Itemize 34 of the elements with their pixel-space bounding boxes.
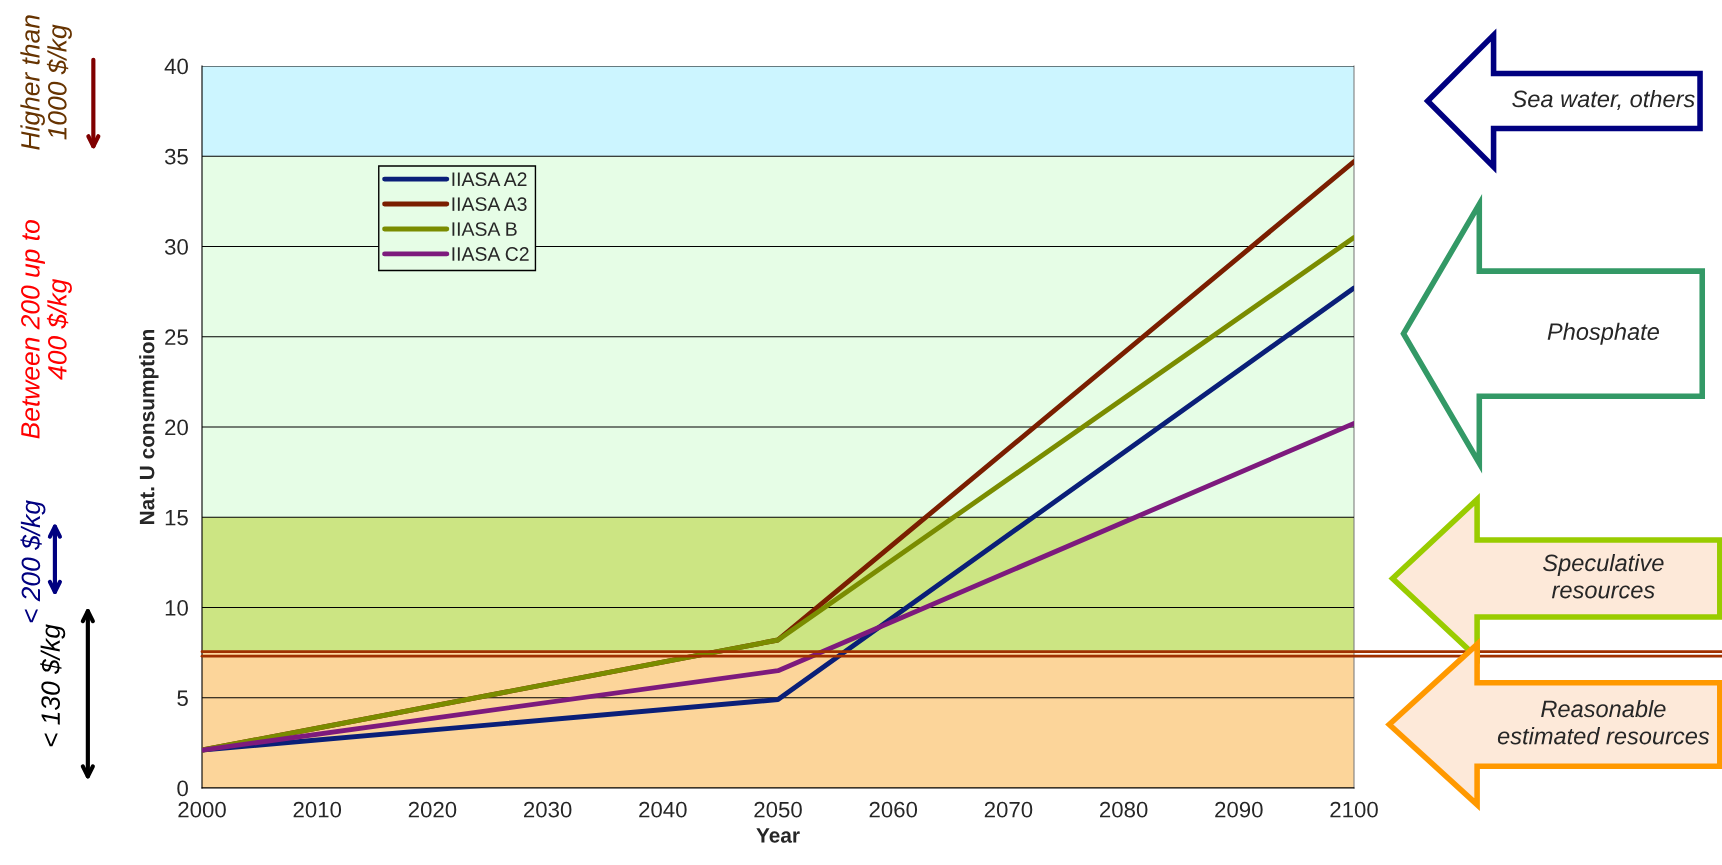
x-tick-label: 2010 — [293, 801, 342, 818]
text: Speculative resources — [1543, 553, 1664, 599]
legend-label: IIASA A3 — [452, 197, 527, 212]
x-tick-label: 2000 — [178, 801, 226, 818]
y-tick-label: 35 — [164, 148, 188, 165]
text: Higher than 1000 $/kg — [20, 15, 72, 150]
x-tick-label: 2030 — [524, 801, 572, 818]
legend-label: IIASA A2 — [452, 172, 527, 187]
legend-label: IIASA B — [452, 222, 517, 236]
x-tick-label: 2070 — [984, 801, 1033, 818]
y-tick-label: 25 — [165, 329, 188, 346]
x-tick-label: 2100 — [1330, 801, 1378, 818]
y-tick-label: 40 — [164, 58, 188, 75]
y-tick-label: 15 — [165, 510, 188, 526]
text: Phosphate — [1547, 322, 1659, 345]
y-tick-label: 20 — [165, 419, 188, 436]
x-tick-label: 2020 — [408, 801, 457, 818]
y-tick-label: 0 — [177, 780, 188, 797]
y-tick-label: 10 — [165, 600, 188, 616]
text: Between 200 up to 400 $/kg — [21, 220, 72, 439]
x-tick-label: 2050 — [754, 801, 802, 818]
legend-label: IIASA C2 — [452, 247, 529, 261]
y-tick-label: 30 — [164, 239, 188, 255]
x-tick-label: 2060 — [869, 801, 918, 818]
text: < 130 $/kg — [40, 624, 66, 747]
x-tick-label: 2080 — [1100, 801, 1148, 818]
x-axis-title: Year — [756, 828, 800, 843]
text: < 200 $/kg — [20, 500, 46, 623]
text: Reasonable estimated resources — [1497, 699, 1710, 745]
x-tick-label: 2040 — [639, 801, 687, 818]
y-tick-label: 5 — [177, 690, 188, 707]
text: Sea water, others — [1512, 89, 1695, 111]
y-axis-title: Nat. U consumption — [139, 329, 159, 524]
x-tick-label: 2090 — [1215, 801, 1263, 818]
